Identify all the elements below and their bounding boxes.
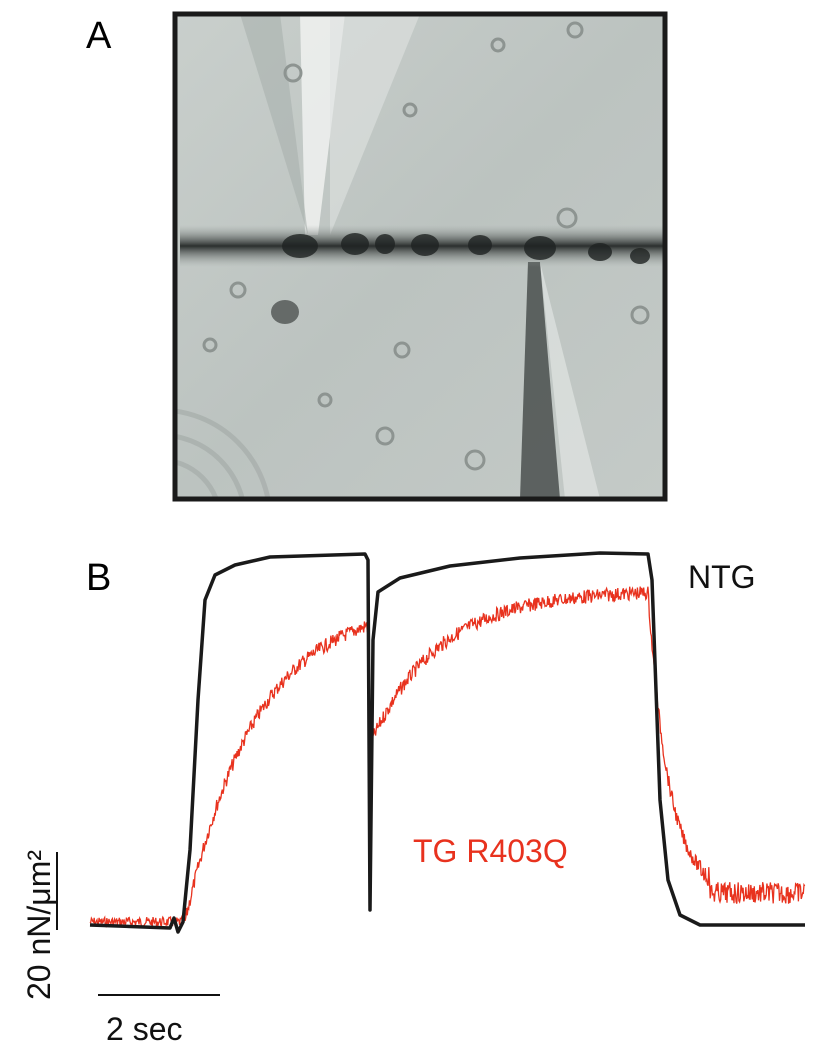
scale-bar-label: 20 nN/μm² — [21, 850, 57, 1000]
micrograph — [175, 14, 665, 499]
scale-bar-label: 2 sec — [106, 1011, 182, 1047]
trace-label: TG R403Q — [413, 833, 568, 869]
micrograph-frame — [172, 11, 668, 502]
panel-label: A — [86, 15, 112, 57]
trace-ntg — [89, 551, 805, 934]
panel-label: B — [86, 557, 111, 599]
trace-tg — [89, 586, 806, 928]
trace-label: NTG — [688, 559, 756, 595]
